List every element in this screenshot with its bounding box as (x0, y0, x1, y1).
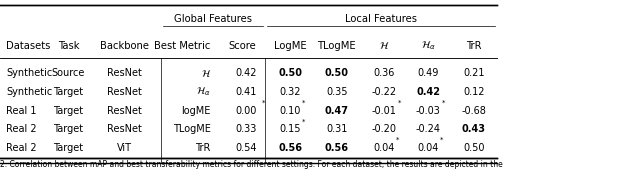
Text: LogME: LogME (274, 41, 307, 50)
Text: -0.68: -0.68 (461, 106, 486, 116)
Text: Real 2: Real 2 (6, 124, 37, 134)
Text: $\mathcal{H}$: $\mathcal{H}$ (200, 68, 211, 79)
Text: *: * (262, 100, 265, 106)
Text: Source: Source (52, 68, 85, 78)
Text: Real 2: Real 2 (6, 143, 37, 153)
Text: Target: Target (53, 87, 83, 97)
Text: 0.04: 0.04 (373, 143, 394, 153)
Text: 0.41: 0.41 (235, 87, 257, 97)
Text: -0.03: -0.03 (415, 106, 440, 116)
Text: 0.04: 0.04 (417, 143, 439, 153)
Text: *: * (398, 100, 401, 106)
Text: 0.10: 0.10 (279, 106, 301, 116)
Text: TrR: TrR (466, 41, 481, 50)
Text: 0.35: 0.35 (326, 87, 348, 97)
Text: 0.15: 0.15 (279, 124, 301, 134)
Text: Synthetic: Synthetic (6, 87, 52, 97)
Text: 0.54: 0.54 (235, 143, 257, 153)
Text: Task: Task (58, 41, 79, 50)
Text: $\mathcal{H}_{\alpha}$: $\mathcal{H}_{\alpha}$ (420, 39, 436, 52)
Text: Real 1: Real 1 (6, 106, 37, 116)
Text: 0.56: 0.56 (325, 143, 349, 153)
Text: 2. Correlation between mAP and best transferability metrics for different settin: 2. Correlation between mAP and best tran… (0, 160, 503, 169)
Text: 0.31: 0.31 (326, 124, 348, 134)
Text: TLogME: TLogME (317, 41, 356, 50)
Text: *: * (302, 118, 305, 124)
Text: *: * (302, 100, 305, 106)
Text: 0.42: 0.42 (235, 68, 257, 78)
Text: -0.22: -0.22 (371, 87, 396, 97)
Text: 0.21: 0.21 (463, 68, 484, 78)
Text: ViT: ViT (117, 143, 132, 153)
Text: $\mathcal{H}_{\alpha}$: $\mathcal{H}_{\alpha}$ (196, 86, 211, 98)
Text: 0.50: 0.50 (463, 143, 484, 153)
Text: 0.36: 0.36 (373, 68, 394, 78)
Text: TrR: TrR (195, 143, 211, 153)
Text: 0.56: 0.56 (278, 143, 302, 153)
Text: -0.20: -0.20 (371, 124, 396, 134)
Text: ResNet: ResNet (108, 106, 142, 116)
Text: *: * (442, 100, 445, 106)
Text: 0.32: 0.32 (279, 87, 301, 97)
Text: 0.33: 0.33 (235, 124, 257, 134)
Text: $\mathcal{H}$: $\mathcal{H}$ (378, 40, 389, 51)
Text: Score: Score (228, 41, 257, 50)
Text: 0.00: 0.00 (235, 106, 257, 116)
Text: logME: logME (182, 106, 211, 116)
Text: *: * (396, 137, 399, 143)
Text: 0.47: 0.47 (325, 106, 349, 116)
Text: -0.24: -0.24 (415, 124, 440, 134)
Text: *: * (440, 137, 444, 143)
Text: Target: Target (53, 106, 83, 116)
Text: 0.42: 0.42 (416, 87, 440, 97)
Text: 0.49: 0.49 (417, 68, 439, 78)
Text: Local Features: Local Features (345, 14, 417, 24)
Text: Global Features: Global Features (174, 14, 252, 24)
Text: Best Metric: Best Metric (154, 41, 211, 50)
Text: ResNet: ResNet (108, 87, 142, 97)
Text: Datasets: Datasets (6, 41, 51, 50)
Text: Synthetic: Synthetic (6, 68, 52, 78)
Text: 0.50: 0.50 (278, 68, 302, 78)
Text: ResNet: ResNet (108, 68, 142, 78)
Text: Backbone: Backbone (100, 41, 149, 50)
Text: ResNet: ResNet (108, 124, 142, 134)
Text: TLogME: TLogME (173, 124, 211, 134)
Text: 0.12: 0.12 (463, 87, 484, 97)
Text: 0.50: 0.50 (325, 68, 349, 78)
Text: Target: Target (53, 143, 83, 153)
Text: 0.43: 0.43 (461, 124, 486, 134)
Text: Target: Target (53, 124, 83, 134)
Text: -0.01: -0.01 (371, 106, 396, 116)
